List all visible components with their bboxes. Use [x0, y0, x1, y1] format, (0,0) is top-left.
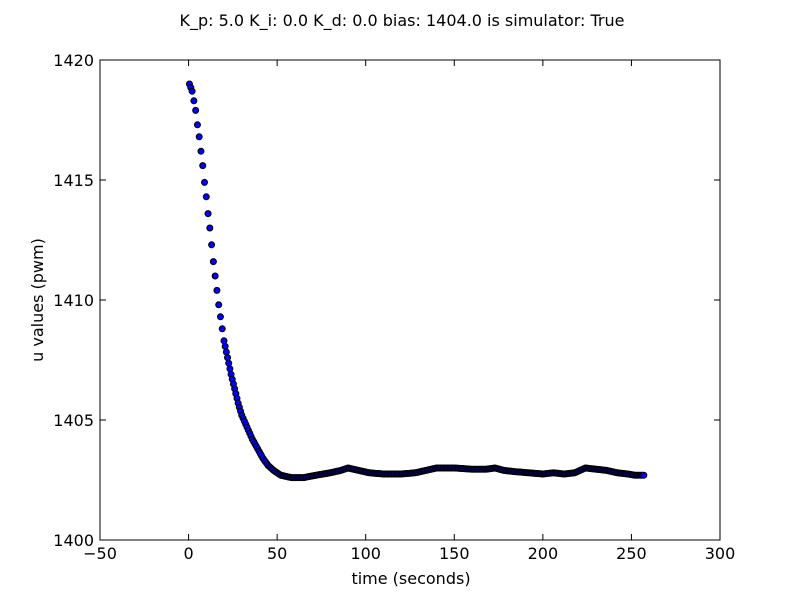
- x-tick-labels: −50 0 50 100 150 200 250 300: [83, 544, 735, 563]
- x-tick-label: 150: [439, 544, 470, 563]
- x-tick-label: −50: [83, 544, 117, 563]
- data-point: [222, 348, 230, 356]
- tick-marks: [99, 59, 721, 541]
- data-point: [218, 325, 226, 333]
- scatter-series: [185, 80, 648, 482]
- data-point: [208, 241, 216, 249]
- y-tick-label: 1400: [53, 531, 94, 550]
- x-tick-label: 0: [183, 544, 193, 563]
- x-tick-label: 250: [616, 544, 647, 563]
- data-point: [640, 471, 648, 479]
- data-point: [188, 87, 196, 95]
- data-point: [195, 133, 203, 141]
- y-tick-labels: 1400 1405 1410 1415 1420: [53, 51, 94, 550]
- data-point: [221, 342, 229, 350]
- data-point: [202, 193, 210, 201]
- x-tick-label: 100: [350, 544, 381, 563]
- x-tick-label: 50: [267, 544, 287, 563]
- y-tick-label: 1410: [53, 291, 94, 310]
- data-point: [224, 354, 232, 362]
- x-axis-label: time (seconds): [351, 569, 470, 588]
- data-point: [201, 178, 209, 186]
- data-point: [209, 258, 217, 266]
- data-point: [204, 210, 212, 218]
- data-point: [206, 224, 214, 232]
- data-point: [215, 301, 223, 309]
- data-point: [213, 286, 221, 294]
- data-point: [216, 313, 224, 321]
- y-tick-label: 1420: [53, 51, 94, 70]
- data-point: [199, 162, 207, 170]
- data-point: [190, 97, 198, 105]
- y-axis-label: u values (pwm): [28, 238, 47, 362]
- data-point: [211, 272, 219, 280]
- data-point: [197, 147, 205, 155]
- y-tick-label: 1415: [53, 171, 94, 190]
- data-point: [226, 365, 234, 373]
- data-point: [225, 359, 233, 367]
- y-tick-label: 1405: [53, 411, 94, 430]
- x-tick-label: 200: [528, 544, 559, 563]
- data-point: [192, 106, 200, 114]
- x-tick-label: 300: [705, 544, 736, 563]
- data-point: [193, 121, 201, 129]
- data-point: [220, 337, 228, 345]
- chart-title: K_p: 5.0 K_i: 0.0 K_d: 0.0 bias: 1404.0 …: [180, 11, 625, 31]
